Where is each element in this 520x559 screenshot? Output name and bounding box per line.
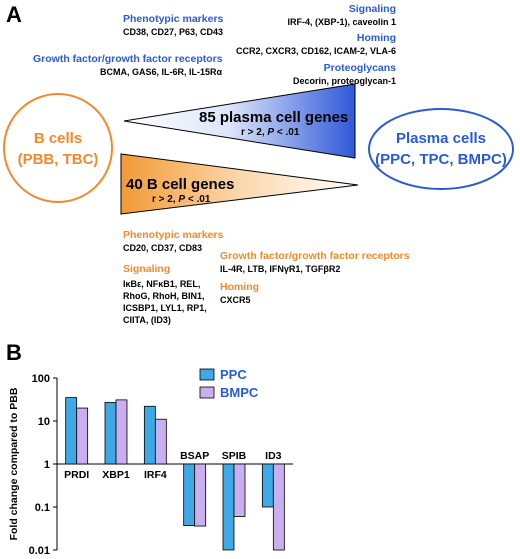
pc-signaling-items: IRF-4, (XBP-1), caveolin 1 [287, 17, 396, 27]
legend-swatch-ppc [199, 368, 215, 381]
bar-bmpc-xbp1 [115, 399, 128, 465]
b-gene-wedge [120, 153, 359, 215]
pc-growth-label: Growth factor/growth factor receptors [33, 53, 223, 65]
pc-proteoglycans-label: Proteoglycans [323, 62, 396, 74]
bar-ppc-bsap [183, 463, 196, 526]
bc-homing-items: CXCR5 [220, 295, 251, 305]
plasma-cells-line2: (PPC, TPC, BMPC) [375, 151, 507, 168]
bc-growth-items: IL-4R, LTB, IFNγR1, TGFβR2 [220, 264, 341, 274]
plasma-wedge-stats-r: r > 2, [241, 127, 268, 138]
b-cells-line1: B cells [33, 130, 83, 147]
legend-label-bmpc: BMPC [220, 385, 259, 400]
bc-phenotypic-items: CD20, CD37, CD83 [123, 243, 203, 253]
pc-growth-items: BCMA, GAS6, IL-6R, IL-15Rα [100, 67, 223, 77]
y-axis-label: Fold change compared to PBB [8, 387, 20, 540]
y-tick-label: 1 [44, 459, 50, 471]
y-tick-label: 0.1 [35, 502, 50, 514]
panel-a-graphics [3, 83, 514, 215]
plasma-cells-label: Plasma cells (PPC, TPC, BMPC) [369, 128, 513, 170]
legend-swatch-bmpc [199, 386, 215, 399]
b-wedge-stats: r > 2, P < .01 [152, 194, 210, 205]
b-wedge-title: 40 B cell genes [126, 176, 235, 193]
bar-ppc-xbp1 [104, 402, 117, 465]
b-cells-circle [3, 93, 113, 203]
category-label-irf4: IRF4 [144, 469, 167, 481]
pc-homing-label: Homing [356, 32, 396, 44]
b-cells-label: B cells (PBB, TBC) [4, 128, 112, 170]
bar-bmpc-spib [233, 463, 246, 517]
b-wedge-stats-r: r > 2, [152, 194, 179, 205]
b-wedge-stats-p: P [178, 194, 186, 205]
bc-homing-label: Homing [220, 281, 260, 293]
plasma-wedge-stats: r > 2, P < .01 [241, 127, 299, 138]
y-tick-label: 0.01 [29, 545, 50, 557]
pc-phenotypic-items: CD38, CD27, P63, CD43 [123, 27, 224, 37]
category-label-bsap: BSAP [180, 450, 209, 462]
bc-growth-label: Growth factor/growth factor receptors [220, 250, 410, 262]
legend-label-ppc: PPC [220, 367, 247, 382]
b-cells-line2: (PBB, TBC) [17, 151, 99, 168]
plasma-wedge-stats-p: P [267, 127, 275, 138]
bar-ppc-spib [222, 463, 235, 551]
pc-phenotypic-label: Phenotypic markers [123, 13, 224, 25]
y-tick-label: 100 [32, 373, 50, 385]
pc-homing-items: CCR2, CXCR3, CD162, ICAM-2, VLA-6 [235, 46, 396, 56]
bc-signaling-items: IκBε, NFκB1, REL, RhoG, RhoH, BIN1, ICSB… [123, 279, 207, 325]
pc-signaling-label: Signaling [348, 3, 396, 15]
category-label-prdi: PRDI [64, 469, 89, 481]
plasma-gene-wedge [123, 83, 356, 159]
panel-b-label: B [6, 340, 22, 365]
plasma-cells-line1: Plasma cells [395, 130, 487, 147]
bar-ppc-id3 [261, 463, 274, 508]
plasma-wedge-title: 85 plasma cell genes [199, 109, 349, 126]
category-label-id3: ID3 [265, 450, 282, 462]
y-tick-label: 10 [38, 416, 50, 428]
panel-a-label: A [6, 2, 22, 27]
bar-bmpc-irf4 [154, 418, 167, 465]
bar-bmpc-id3 [272, 463, 285, 551]
plasma-wedge-stats-threshold: < .01 [274, 127, 300, 138]
bar-ppc-irf4 [143, 405, 156, 465]
bc-phenotypic-label: Phenotypic markers [123, 229, 224, 241]
category-label-spib: SPIB [222, 450, 247, 462]
pc-proteoglycans-items: Decorin, proteoglycan-1 [292, 76, 396, 86]
b-wedge-stats-threshold: < .01 [185, 194, 211, 205]
fold-change-chart: Fold change compared to PBB 100 10 1 0.1 0.01… [8, 367, 293, 557]
bar-bmpc-bsap [194, 463, 207, 527]
bc-signaling-label: Signaling [123, 263, 171, 275]
bar-ppc-prdi [65, 397, 78, 465]
category-label-xbp1: XBP1 [102, 469, 130, 481]
plasma-cells-ellipse [368, 108, 514, 190]
bar-bmpc-prdi [76, 407, 89, 465]
